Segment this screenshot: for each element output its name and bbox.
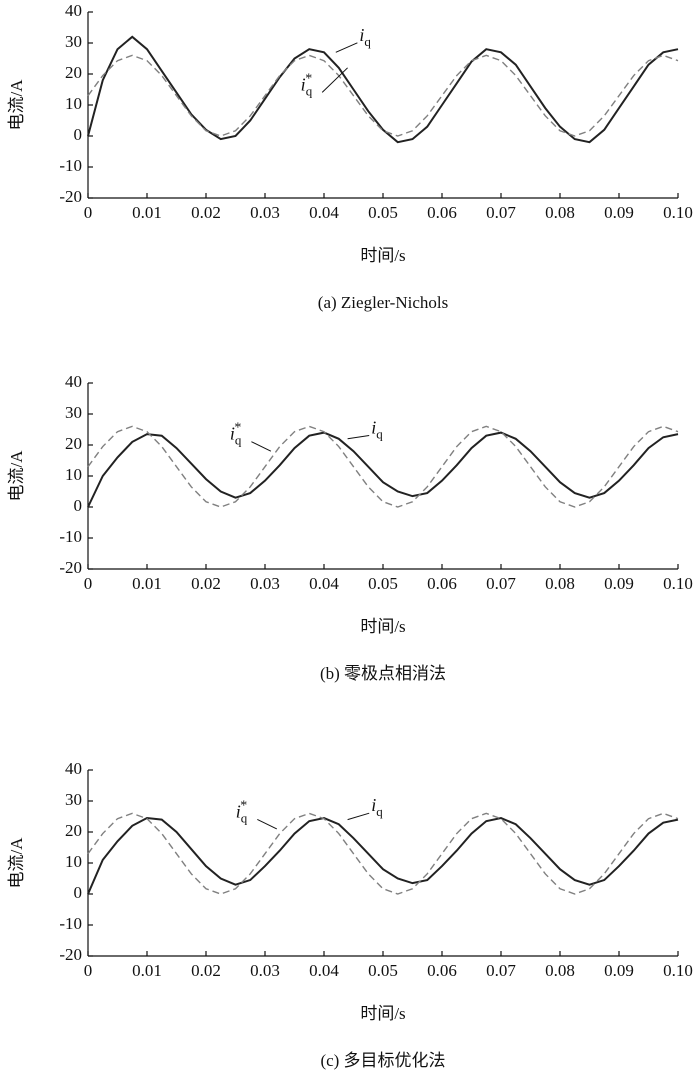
label-superscript: * <box>234 421 241 436</box>
y-tick-label: -20 <box>59 558 82 577</box>
series-line <box>87 425 679 508</box>
y-tick-label: 0 <box>74 496 83 515</box>
x-tick-label: 0.03 <box>250 574 280 593</box>
x-tick-label: 0.07 <box>486 574 516 593</box>
caption: (b) 零极点相消法 <box>320 664 446 683</box>
label-symbol: i <box>301 75 306 95</box>
x-tick-label: 0.05 <box>368 203 398 222</box>
x-tick-label: 0.05 <box>368 574 398 593</box>
caption: (c) 多目标优化法 <box>320 1051 445 1070</box>
annotation-leader <box>335 42 358 53</box>
x-tick-label: 0.02 <box>191 961 221 980</box>
x-tick-label: 0.04 <box>309 203 339 222</box>
y-tick-label: -10 <box>59 527 82 546</box>
label-symbol: i <box>230 424 235 444</box>
x-tick-label: 0.02 <box>191 203 221 222</box>
label-symbol: i <box>236 802 241 822</box>
x-axis-label: 时间/s <box>360 617 405 636</box>
x-tick-label: 0.10 <box>663 203 693 222</box>
x-tick-label: 0 <box>84 961 93 980</box>
label-subscript: q <box>241 810 248 825</box>
series-label: iq* <box>301 72 313 99</box>
y-tick-label: 10 <box>65 94 82 113</box>
y-tick-label: 0 <box>74 125 83 144</box>
annotation-leader <box>347 812 370 821</box>
y-tick-label: 10 <box>65 465 82 484</box>
y-tick-label: 30 <box>65 790 82 809</box>
y-tick-label: -20 <box>59 945 82 964</box>
series-label: iq* <box>230 421 242 448</box>
y-tick-label: 20 <box>65 434 82 453</box>
series-line <box>87 812 679 895</box>
label-subscript: q <box>376 804 383 819</box>
series-label: iq <box>359 25 371 49</box>
y-tick-label: 20 <box>65 821 82 840</box>
x-tick-label: 0.03 <box>250 961 280 980</box>
x-tick-label: 0.10 <box>663 961 693 980</box>
annotation-leader <box>321 67 348 93</box>
x-tick-label: 0.08 <box>545 203 575 222</box>
label-subscript: q <box>376 426 383 441</box>
x-tick-label: 0.04 <box>309 574 339 593</box>
x-axis-label: 时间/s <box>360 1004 405 1023</box>
y-tick-label: 10 <box>65 852 82 871</box>
annotation-leader <box>251 441 272 452</box>
x-tick-label: 0.08 <box>545 574 575 593</box>
label-subscript: q <box>364 34 371 49</box>
x-tick-label: 0.09 <box>604 574 634 593</box>
x-tick-label: 0.01 <box>132 203 162 222</box>
x-tick-label: 0.10 <box>663 574 693 593</box>
y-tick-label: -10 <box>59 914 82 933</box>
series-label: iq* <box>236 799 248 826</box>
y-tick-label: 40 <box>65 759 82 778</box>
y-tick-label: 30 <box>65 403 82 422</box>
x-tick-label: 0.06 <box>427 574 457 593</box>
y-tick-label: 40 <box>65 1 82 20</box>
y-tick-label: -10 <box>59 156 82 175</box>
annotation-leader <box>347 435 370 440</box>
label-superscript: * <box>305 72 312 87</box>
label-superscript: * <box>240 799 247 814</box>
y-tick-label: -20 <box>59 187 82 206</box>
x-tick-label: 0.08 <box>545 961 575 980</box>
x-tick-label: 0.03 <box>250 203 280 222</box>
x-tick-label: 0.06 <box>427 203 457 222</box>
x-tick-label: 0.07 <box>486 203 516 222</box>
y-axis-label: 电流/A <box>7 837 26 889</box>
label-symbol: i <box>359 25 364 45</box>
caption: (a) Ziegler-Nichols <box>318 293 448 312</box>
series-line <box>87 35 679 144</box>
series-label: iq <box>371 418 383 442</box>
series-line <box>87 431 679 508</box>
y-tick-label: 40 <box>65 372 82 391</box>
y-tick-label: 20 <box>65 63 82 82</box>
y-tick-label: 0 <box>74 883 83 902</box>
x-tick-label: 0.01 <box>132 961 162 980</box>
x-tick-label: 0.06 <box>427 961 457 980</box>
annotation-leader <box>257 818 278 830</box>
x-tick-label: 0.05 <box>368 961 398 980</box>
x-tick-label: 0.09 <box>604 203 634 222</box>
x-tick-label: 0.01 <box>132 574 162 593</box>
x-tick-label: 0.07 <box>486 961 516 980</box>
y-tick-label: 30 <box>65 32 82 51</box>
series-label: iq <box>371 795 383 819</box>
y-axis-label: 电流/A <box>7 450 26 502</box>
x-tick-label: 0 <box>84 574 93 593</box>
series-line <box>87 54 679 137</box>
label-symbol: i <box>371 418 376 438</box>
x-axis-label: 时间/s <box>360 246 405 265</box>
label-symbol: i <box>371 795 376 815</box>
label-subscript: q <box>235 433 242 448</box>
series-line <box>87 817 679 895</box>
x-tick-label: 0.02 <box>191 574 221 593</box>
x-tick-label: 0.04 <box>309 961 339 980</box>
y-axis-label: 电流/A <box>7 79 26 131</box>
x-tick-label: 0.09 <box>604 961 634 980</box>
label-subscript: q <box>306 83 313 98</box>
x-tick-label: 0 <box>84 203 93 222</box>
